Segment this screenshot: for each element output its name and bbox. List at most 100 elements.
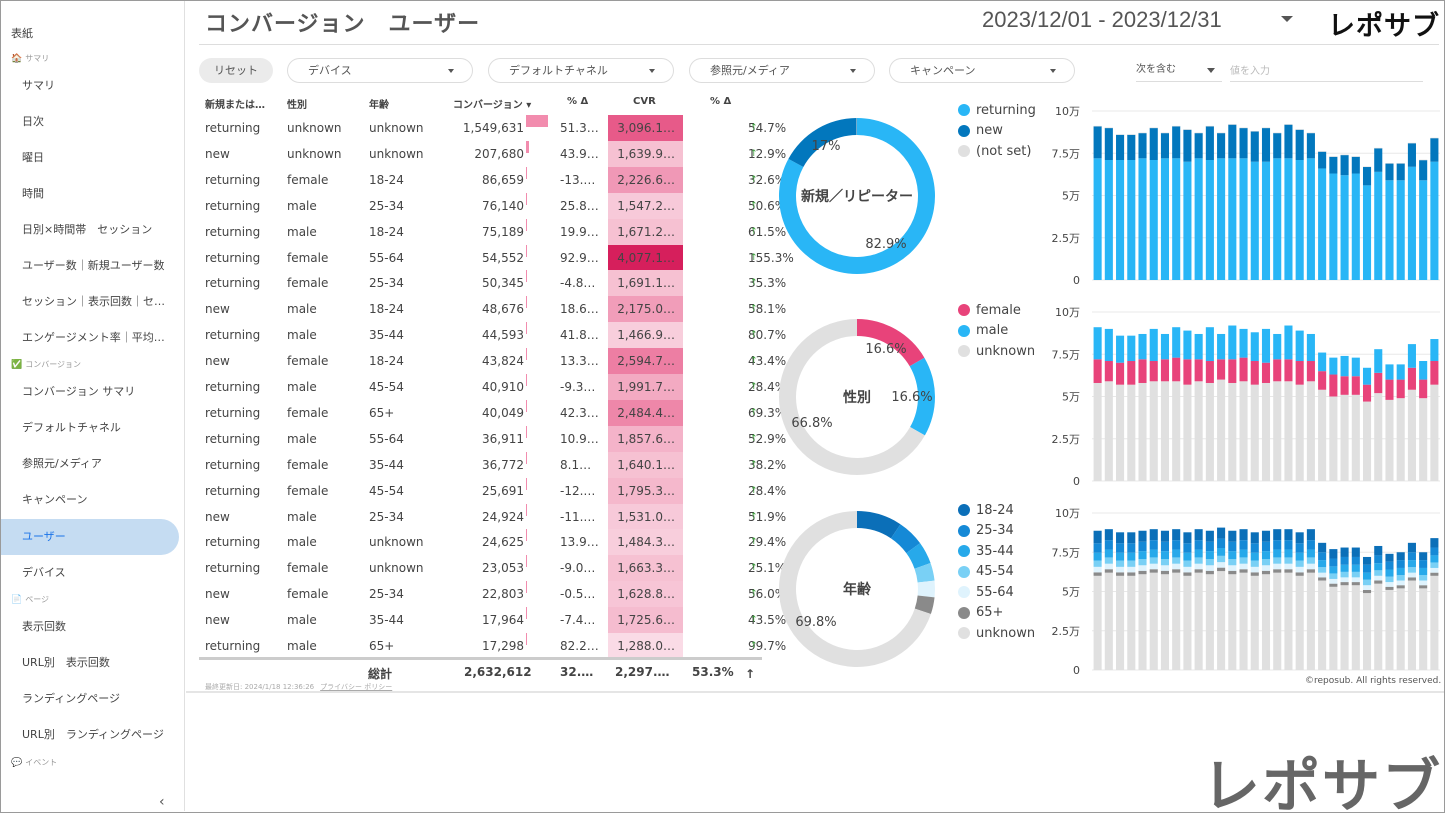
cell-age: 25-34 <box>369 504 404 530</box>
legend-item[interactable]: 65+ <box>958 603 1035 624</box>
source-medium-filter-label: 参照元/メディア <box>710 64 790 77</box>
cell-conversions: 207,680 <box>474 141 524 167</box>
legend-item[interactable]: 25-34 <box>958 521 1035 542</box>
device-filter-dropdown[interactable]: デバイス <box>287 58 473 83</box>
sidebar-item[interactable]: コンバージョン サマリ <box>1 374 179 410</box>
legend-item[interactable]: 55-64 <box>958 582 1035 603</box>
arrow-up-icon: ↑ <box>750 167 758 193</box>
table-header[interactable]: 年齢 <box>369 96 389 114</box>
cell-pct-delta: -0.5… <box>560 581 595 607</box>
sidebar-item[interactable]: 時間 <box>1 176 179 212</box>
legend-label: 18-24 <box>976 503 1014 518</box>
filter-value-input[interactable] <box>1230 62 1423 82</box>
table-header[interactable]: 新規または… <box>205 96 265 114</box>
cell-gender: female <box>287 452 328 478</box>
legend-item[interactable]: female <box>958 300 1035 321</box>
legend-item[interactable]: 18-24 <box>958 500 1035 521</box>
sidebar-item[interactable]: 日別×時間帯 セッション <box>1 212 179 248</box>
cell-cvr: 1,640.1… <box>608 452 683 478</box>
sidebar-collapse-icon[interactable]: ‹ <box>159 794 165 810</box>
sidebar-item[interactable]: 参照元/メディア <box>1 446 179 482</box>
conversion-bar <box>526 504 527 516</box>
legend-item[interactable]: new <box>958 121 1036 142</box>
sidebar-item[interactable]: キャンペーン <box>1 482 179 518</box>
sidebar-item[interactable]: URL別 表示回数 <box>1 645 179 681</box>
legend-item[interactable]: (not set) <box>958 141 1036 162</box>
cell-age: 35-44 <box>369 452 404 478</box>
conversion-bar <box>526 529 527 541</box>
reset-button[interactable]: リセット <box>199 58 273 83</box>
source-medium-filter-dropdown[interactable]: 参照元/メディア <box>689 58 875 83</box>
table-header[interactable]: % Δ <box>710 96 731 114</box>
sidebar-item[interactable]: ランディングページ <box>1 681 179 717</box>
sidebar-item[interactable]: 表示回数 <box>1 609 179 645</box>
match-type-select[interactable]: 次を含む <box>1136 62 1222 82</box>
cell-conversions: 23,053 <box>482 555 524 581</box>
cell-cvr: 1,288.0… <box>608 633 683 659</box>
legend-item[interactable]: male <box>958 321 1035 342</box>
conversion-bar <box>526 245 527 257</box>
channel-filter-dropdown[interactable]: デフォルトチャネル <box>488 58 674 83</box>
campaign-filter-dropdown[interactable]: キャンペーン <box>889 58 1075 83</box>
cell-user-type: new <box>205 348 230 374</box>
table-header[interactable]: 性別 <box>287 96 307 114</box>
sidebar-title[interactable]: 表紙 <box>11 25 33 41</box>
arrow-up-icon: ↑ <box>750 219 758 245</box>
sidebar-item[interactable]: デフォルトチャネル <box>1 410 179 446</box>
privacy-policy-link[interactable]: プライバシー ポリシー <box>320 683 392 691</box>
table-header[interactable]: CVR <box>633 96 656 114</box>
legend-item[interactable]: unknown <box>958 341 1035 362</box>
arrow-up-icon: ↑ <box>750 400 758 426</box>
sidebar-item[interactable]: エンゲージメント率｜平均… <box>1 320 179 356</box>
table-header[interactable]: コンバージョン ▾ <box>453 96 531 114</box>
conversion-bar <box>526 270 527 282</box>
legend-label: (not set) <box>976 144 1031 159</box>
totals-cvr: 2,297.… <box>615 665 670 679</box>
channel-filter-label: デフォルトチャネル <box>509 64 608 77</box>
sidebar-item[interactable]: デバイス <box>1 555 179 591</box>
cell-user-type: returning <box>205 633 260 659</box>
sidebar-item[interactable]: サマリ <box>1 68 179 104</box>
cell-conversions: 40,049 <box>482 400 524 426</box>
sidebar-item[interactable]: ユーザー数｜新規ユーザー数 <box>1 248 179 284</box>
sidebar-item[interactable]: ユーザー <box>1 519 179 555</box>
legend-item[interactable]: 45-54 <box>958 562 1035 583</box>
cell-pct-delta: 19.9… <box>560 219 599 245</box>
date-range-picker[interactable]: 2023/12/01 - 2023/12/31 <box>982 7 1222 33</box>
device-filter-label: デバイス <box>308 64 352 77</box>
arrow-up-icon: ↑ <box>750 245 758 271</box>
date-range-caret-icon[interactable] <box>1281 16 1293 22</box>
sidebar-item[interactable]: URL別 ランディングページ <box>1 717 179 753</box>
legend-item[interactable]: unknown <box>958 623 1035 644</box>
sidebar-item[interactable]: セッション｜表示回数｜セ… <box>1 284 179 320</box>
legend-item[interactable]: returning <box>958 100 1036 121</box>
legend-item[interactable]: 35-44 <box>958 541 1035 562</box>
sidebar-item[interactable]: 曜日 <box>1 140 179 176</box>
sidebar-item[interactable]: 日次 <box>1 104 179 140</box>
conversion-bar <box>526 555 527 567</box>
table-header[interactable]: % Δ <box>567 96 588 114</box>
cell-age: 35-44 <box>369 322 404 348</box>
